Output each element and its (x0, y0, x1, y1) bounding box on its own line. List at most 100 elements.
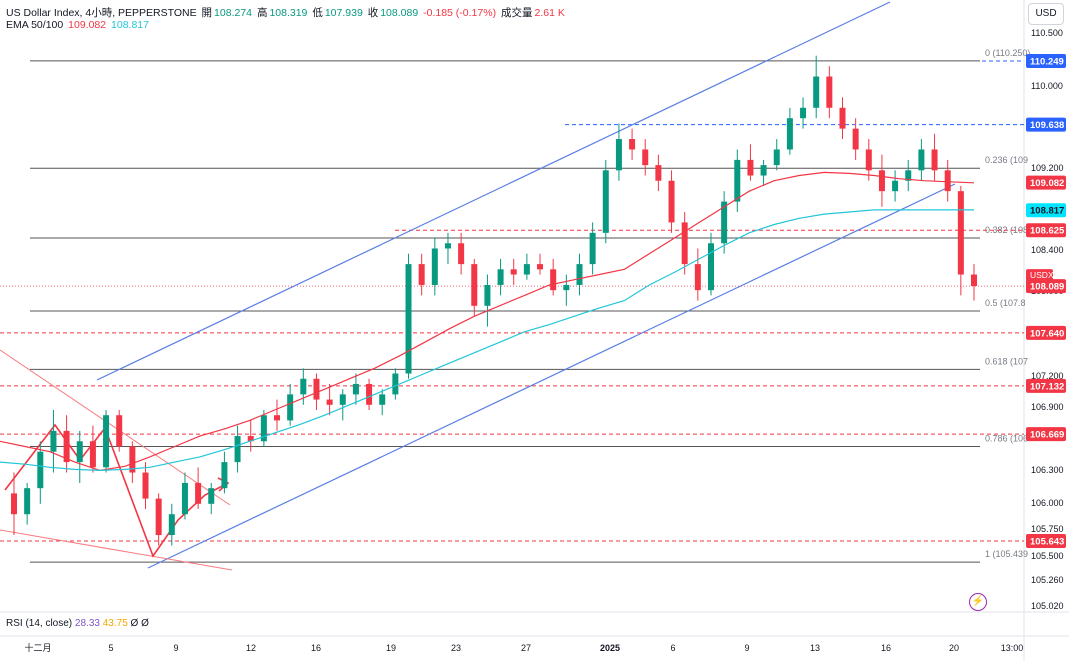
open-value: 108.274 (214, 7, 253, 19)
candle-body (852, 128, 859, 150)
candle-body (11, 493, 17, 515)
candle-body (300, 378, 307, 395)
candle-body (89, 441, 96, 468)
candle-body (50, 430, 57, 452)
candle-body (957, 191, 964, 275)
pattern-arrowhead (217, 477, 230, 492)
candle-body (589, 232, 596, 265)
candle-body (537, 264, 544, 270)
candle-body (287, 394, 294, 421)
x-tick-label: 27 (521, 643, 531, 653)
fib-level-label: 0.236 (109 (985, 155, 1028, 165)
candle-body (181, 482, 188, 515)
ema-legend[interactable]: EMA 50/100 109.082 108.817 (6, 19, 151, 31)
price-label-box (1026, 325, 1066, 340)
price-label-box (1026, 223, 1066, 238)
ema100-line (0, 209, 974, 472)
candle-body (103, 415, 110, 468)
channel-lower-line[interactable] (147, 183, 956, 569)
candle-body (786, 118, 793, 150)
price-label: 109.638 (1030, 120, 1064, 131)
price-label-box (1026, 203, 1066, 218)
candle-body (129, 446, 136, 473)
candle-body (234, 436, 241, 463)
wedge-lower-line (0, 529, 233, 571)
ema50-line (0, 171, 975, 472)
candle-body (668, 180, 675, 223)
price-label: 110.249 (1030, 57, 1064, 68)
channel-upper-line[interactable] (96, 1, 891, 381)
lightning-icon[interactable]: ⚡ (969, 593, 987, 611)
candle-body (655, 165, 662, 181)
candle-body (878, 170, 885, 192)
candle-body (221, 462, 228, 489)
candle-body (484, 284, 491, 306)
y-tick-label: 108.400 (1031, 245, 1064, 255)
candle-body (747, 159, 754, 176)
candle-body (471, 264, 478, 306)
symbol-title[interactable]: US Dollar Index, 4小時, PEPPERSTONE (6, 7, 197, 19)
x-tick-label: 9 (744, 643, 749, 653)
x-tick-label: 13:00 (1001, 643, 1024, 653)
price-label-box (1026, 175, 1066, 190)
candle-body (392, 373, 399, 395)
symbol-tag-label: USDX (1030, 270, 1054, 280)
candle-body (563, 284, 570, 291)
candle-body (523, 264, 530, 275)
candle-body (379, 394, 386, 405)
candle-body (694, 264, 701, 291)
price-label-box (1026, 279, 1066, 294)
price-label-box (1026, 378, 1066, 393)
candle-body (971, 274, 977, 286)
price-label: 108.089 (1030, 282, 1064, 293)
x-tick-label: 6 (670, 643, 675, 653)
candle-body (800, 107, 807, 119)
candle-body (431, 248, 438, 285)
y-tick-label: 110.000 (1031, 81, 1063, 91)
candle-body (63, 430, 70, 463)
candle-body (550, 269, 557, 291)
candle-body (142, 472, 149, 499)
fib-level-label: 1 (105.439 (985, 549, 1028, 559)
candle-body (260, 415, 267, 442)
candle-body (681, 222, 688, 265)
price-label: 106.669 (1030, 430, 1064, 441)
change-value: -0.185 (-0.17%) (423, 7, 497, 19)
candle-body (208, 488, 215, 504)
candle-body (773, 149, 780, 166)
fib-level-label: 0.786 (106 (985, 433, 1028, 443)
candle-body (155, 498, 162, 536)
candle-body (602, 170, 609, 233)
candle-body (892, 180, 899, 192)
candle-body (405, 264, 412, 374)
price-label: 105.643 (1030, 537, 1064, 548)
y-tick-label: 106.000 (1031, 498, 1064, 508)
x-tick-label: 16 (881, 643, 891, 653)
close-value: 108.089 (380, 7, 419, 19)
candle-body (116, 415, 123, 447)
y-tick-label: 110.500 (1031, 28, 1063, 38)
candle-body (458, 243, 465, 265)
x-tick-label: 12 (246, 643, 256, 653)
candle-body (37, 451, 44, 489)
candle-body (865, 149, 872, 171)
candle-body (168, 514, 175, 536)
candle-body (352, 383, 359, 395)
y-tick-label: 109.200 (1031, 163, 1064, 173)
x-tick-label: 20 (949, 643, 959, 653)
candle-body (76, 441, 83, 463)
x-tick-label: 19 (386, 643, 396, 653)
candle-body (931, 149, 938, 171)
volume-value: 2.61 K (534, 7, 565, 19)
fib-level-label: 0.5 (107.8 (985, 298, 1026, 308)
candle-body (418, 264, 425, 285)
rsi-legend[interactable]: RSI (14, close) 28.33 43.75 Ø Ø (6, 618, 149, 629)
y-tick-label: 105.500 (1031, 551, 1064, 561)
low-value: 107.939 (324, 7, 363, 19)
candle-body (615, 139, 622, 171)
y-tick-label: 107.200 (1031, 371, 1064, 381)
currency-button[interactable]: USD (1028, 3, 1064, 25)
y-tick-label: 106.300 (1031, 465, 1064, 475)
ema100-value: 108.817 (111, 19, 149, 31)
